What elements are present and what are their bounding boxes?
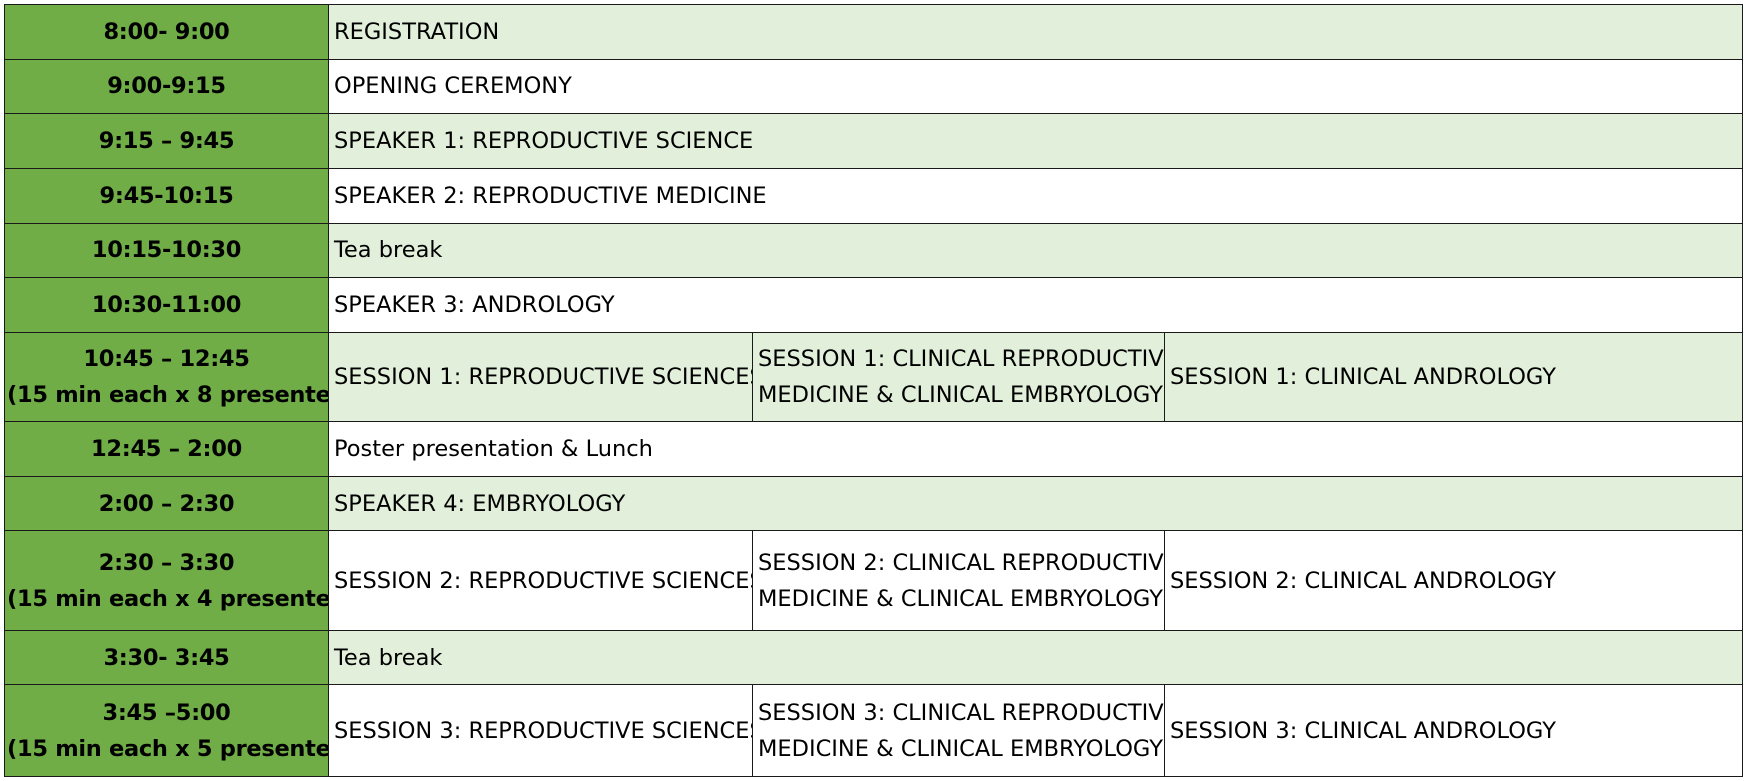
session-track-reproductive-sciences: SESSION 2: REPRODUCTIVE SCIENCES — [328, 530, 753, 631]
time-slot: 3:45 –5:00 (15 min each x 5 presenters) — [4, 684, 329, 777]
schedule-row: 9:15 – 9:45 SPEAKER 1: REPRODUCTIVE SCIE… — [4, 113, 1744, 169]
time-slot-range: 3:45 –5:00 — [102, 699, 231, 726]
session-label: SESSION 3: CLINICAL ANDROLOGY — [1170, 717, 1556, 744]
agenda-item: SPEAKER 2: REPRODUCTIVE MEDICINE — [327, 167, 1744, 224]
session-label: SESSION 3: CLINICAL REPRODUCTIVE — [758, 699, 1165, 726]
session-label: SESSION 2: REPRODUCTIVE SCIENCES — [334, 567, 753, 594]
session-label: SESSION 2: CLINICAL REPRODUCTIVE — [758, 549, 1165, 576]
session-track-clinical-andrology: SESSION 3: CLINICAL ANDROLOGY — [1163, 684, 1744, 777]
schedule-row-sessions: 3:45 –5:00 (15 min each x 5 presenters) … — [4, 684, 1744, 777]
session-label: SESSION 1: CLINICAL REPRODUCTIVE — [758, 346, 1165, 373]
session-label: SESSION 2: CLINICAL ANDROLOGY — [1170, 567, 1556, 594]
schedule-row: 10:15-10:30 Tea break — [4, 222, 1744, 279]
time-slot: 9:15 – 9:45 — [4, 113, 329, 169]
time-slot: 3:30- 3:45 — [4, 629, 329, 686]
agenda-item: Poster presentation & Lunch — [327, 421, 1744, 477]
time-slot-range: 2:30 – 3:30 — [98, 549, 235, 576]
time-slot: 8:00- 9:00 — [4, 4, 329, 60]
schedule-row: 9:00-9:15 OPENING CEREMONY — [4, 58, 1744, 115]
session-label-continued: MEDICINE & CLINICAL EMBRYOLOGY — [758, 585, 1163, 612]
time-slot: 9:45-10:15 — [4, 167, 329, 224]
time-slot: 12:45 – 2:00 — [4, 421, 329, 477]
time-slot: 2:00 – 2:30 — [4, 475, 329, 532]
session-track-clinical-reproductive-medicine: SESSION 3: CLINICAL REPRODUCTIVE MEDICIN… — [752, 684, 1165, 777]
session-label: SESSION 3: REPRODUCTIVE SCIENCES — [334, 717, 753, 744]
agenda-item: OPENING CEREMONY — [327, 58, 1744, 115]
schedule-row: 9:45-10:15 SPEAKER 2: REPRODUCTIVE MEDIC… — [4, 167, 1744, 224]
time-slot: 10:30-11:00 — [4, 277, 329, 333]
session-track-clinical-reproductive-medicine: SESSION 2: CLINICAL REPRODUCTIVE MEDICIN… — [752, 530, 1165, 631]
session-label: SESSION 1: CLINICAL ANDROLOGY — [1170, 364, 1556, 391]
agenda-item: SPEAKER 4: EMBRYOLOGY — [327, 475, 1744, 532]
agenda-item: SPEAKER 1: REPRODUCTIVE SCIENCE — [327, 113, 1744, 169]
time-slot: 10:15-10:30 — [4, 222, 329, 279]
schedule-row: 2:00 – 2:30 SPEAKER 4: EMBRYOLOGY — [4, 475, 1744, 532]
schedule-row: 12:45 – 2:00 Poster presentation & Lunch — [4, 421, 1744, 477]
session-track-clinical-reproductive-medicine: SESSION 1: CLINICAL REPRODUCTIVE MEDICIN… — [752, 331, 1165, 423]
agenda-item: Tea break — [327, 222, 1744, 279]
schedule-row: 10:30-11:00 SPEAKER 3: ANDROLOGY — [4, 277, 1744, 333]
schedule-row: 3:30- 3:45 Tea break — [4, 629, 1744, 686]
schedule-row-sessions: 2:30 – 3:30 (15 min each x 4 presenters)… — [4, 530, 1744, 631]
agenda-item: REGISTRATION — [327, 4, 1744, 60]
time-slot-note: (15 min each x 8 presenters) — [7, 382, 329, 409]
session-label-continued: MEDICINE & CLINICAL EMBRYOLOGY — [758, 382, 1163, 409]
session-label: SESSION 1: REPRODUCTIVE SCIENCES — [334, 364, 753, 391]
time-slot: 9:00-9:15 — [4, 58, 329, 115]
session-track-clinical-andrology: SESSION 1: CLINICAL ANDROLOGY — [1163, 331, 1744, 423]
schedule-row: 8:00- 9:00 REGISTRATION — [4, 4, 1744, 60]
session-track-clinical-andrology: SESSION 2: CLINICAL ANDROLOGY — [1163, 530, 1744, 631]
agenda-item: SPEAKER 3: ANDROLOGY — [327, 277, 1744, 333]
time-slot: 10:45 – 12:45 (15 min each x 8 presenter… — [4, 331, 329, 423]
session-track-reproductive-sciences: SESSION 1: REPRODUCTIVE SCIENCES — [328, 331, 753, 423]
time-slot-note: (15 min each x 5 presenters) — [7, 735, 329, 762]
time-slot-note: (15 min each x 4 presenters) — [7, 585, 329, 612]
session-label-continued: MEDICINE & CLINICAL EMBRYOLOGY — [758, 735, 1163, 762]
time-slot-range: 10:45 – 12:45 — [83, 346, 250, 373]
agenda-item: Tea break — [327, 629, 1744, 686]
session-track-reproductive-sciences: SESSION 3: REPRODUCTIVE SCIENCES — [328, 684, 753, 777]
conference-schedule-table: 8:00- 9:00 REGISTRATION 9:00-9:15 OPENIN… — [4, 4, 1744, 777]
schedule-row-sessions: 10:45 – 12:45 (15 min each x 8 presenter… — [4, 331, 1744, 423]
time-slot: 2:30 – 3:30 (15 min each x 4 presenters) — [4, 530, 329, 631]
